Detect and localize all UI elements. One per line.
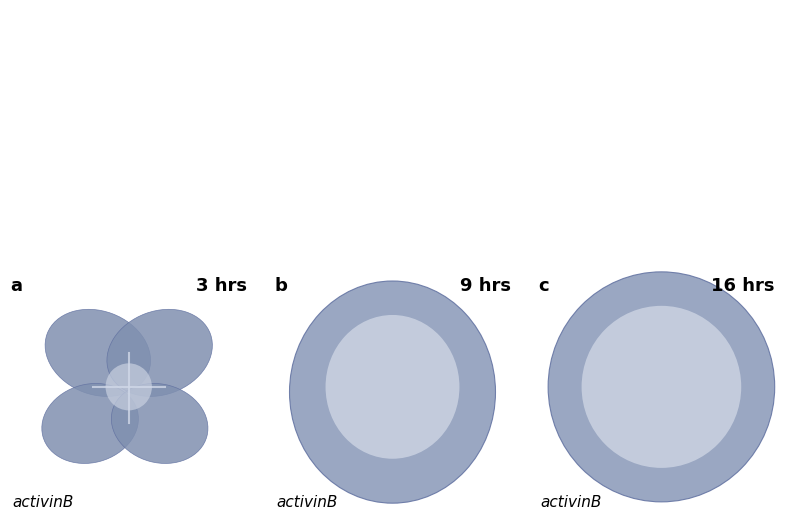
Ellipse shape <box>45 309 151 396</box>
Text: b: b <box>274 277 287 295</box>
Ellipse shape <box>111 384 208 463</box>
Ellipse shape <box>290 281 495 503</box>
Ellipse shape <box>582 306 741 468</box>
Ellipse shape <box>107 309 213 396</box>
Text: activinB: activinB <box>13 495 75 510</box>
Text: activinB: activinB <box>276 495 338 510</box>
Ellipse shape <box>326 315 459 458</box>
Ellipse shape <box>105 363 152 411</box>
Text: a: a <box>10 277 22 295</box>
Ellipse shape <box>42 384 138 463</box>
Text: 9 hrs: 9 hrs <box>460 277 511 295</box>
Text: c: c <box>538 277 549 295</box>
Text: activinB: activinB <box>540 495 602 510</box>
Text: 16 hrs: 16 hrs <box>711 277 775 295</box>
Text: 3 hrs: 3 hrs <box>196 277 247 295</box>
Ellipse shape <box>548 272 775 502</box>
